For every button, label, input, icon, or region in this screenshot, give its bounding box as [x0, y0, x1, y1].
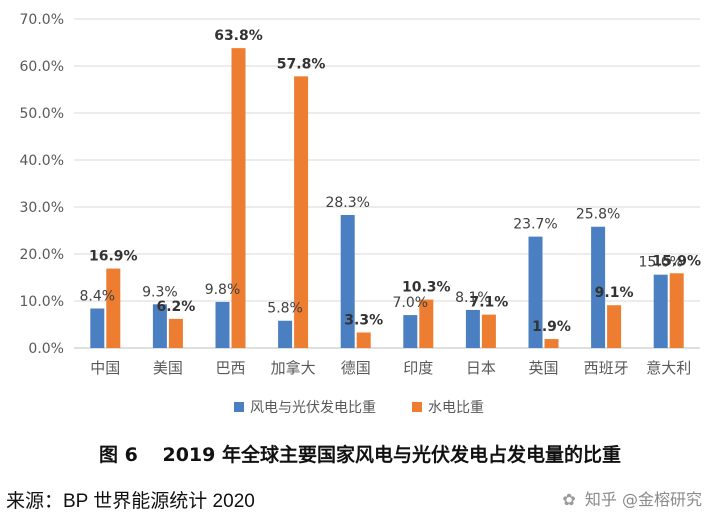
legend: 风电与光伏发电比重 水电比重: [234, 400, 484, 416]
x-tick-label: 印度: [403, 359, 433, 377]
data-label: 57.8%: [277, 56, 326, 72]
bar: [294, 76, 309, 348]
watermark: ✿ 知乎 @金榕研究: [562, 486, 702, 510]
y-tick-label: 20.0%: [20, 247, 64, 263]
bar: [669, 273, 684, 348]
wechat-icon: ✿: [562, 490, 576, 509]
data-label: 63.8%: [214, 28, 263, 44]
x-tick-label: 德国: [341, 359, 371, 377]
data-label: 3.3%: [344, 312, 383, 328]
data-label: 23.7%: [513, 217, 557, 233]
bar-chart: 0.0%10.0%20.0%30.0%40.0%50.0%60.0%70.0% …: [20, 12, 701, 416]
bar: [591, 226, 606, 348]
figure-caption: 图 6 2019 年全球主要国家风电与光伏发电占发电量的比重: [0, 440, 720, 467]
data-label: 15.6%: [638, 255, 682, 271]
bar: [544, 339, 559, 348]
bar: [106, 268, 121, 348]
x-tick-label: 加拿大: [271, 359, 316, 377]
data-label: 9.3%: [142, 284, 178, 300]
data-label: 16.9%: [89, 249, 138, 265]
data-label: 5.8%: [267, 301, 303, 317]
legend-label: 风电与光伏发电比重: [250, 400, 376, 416]
bar: [90, 308, 105, 348]
data-label: 25.8%: [576, 207, 620, 223]
bar: [419, 299, 434, 348]
bar: [215, 301, 230, 348]
data-label: 7.0%: [393, 295, 429, 311]
bar: [528, 236, 543, 348]
data-label: 9.1%: [595, 285, 634, 301]
legend-label: 水电比重: [428, 400, 484, 416]
x-axis-tick-labels: 中国 美国 巴西 加拿大 德国 印度 日本 英国 西班牙 意大利: [90, 359, 691, 377]
figure-caption-label: 图 6: [99, 444, 138, 466]
bar: [403, 315, 418, 348]
bar: [231, 48, 246, 348]
gridlines: [74, 18, 700, 349]
bar: [465, 309, 480, 348]
x-tick-label: 意大利: [646, 359, 691, 377]
x-tick-label: 中国: [90, 359, 120, 377]
figure-caption-text: 2019 年全球主要国家风电与光伏发电占发电量的比重: [162, 444, 621, 466]
bar: [168, 318, 183, 348]
y-tick-label: 50.0%: [20, 106, 64, 122]
y-tick-label: 0.0%: [28, 341, 64, 357]
bar: [152, 304, 167, 348]
watermark-text: 知乎 @金榕研究: [584, 490, 702, 509]
data-label: 10.3%: [402, 280, 451, 296]
y-tick-label: 40.0%: [20, 153, 64, 169]
x-tick-label: 英国: [528, 359, 558, 377]
legend-swatch: [412, 402, 422, 412]
data-label: 7.1%: [469, 295, 508, 311]
data-label: 9.8%: [205, 282, 241, 298]
bar: [356, 332, 371, 348]
y-tick-label: 30.0%: [20, 200, 64, 216]
x-tick-label: 西班牙: [584, 359, 629, 377]
bar: [607, 305, 622, 348]
y-tick-label: 60.0%: [20, 59, 64, 75]
bar: [278, 320, 293, 348]
bars: [90, 48, 684, 348]
data-label: 28.3%: [325, 195, 369, 211]
bar: [340, 214, 355, 348]
legend-swatch: [234, 402, 244, 412]
data-label: 8.4%: [80, 289, 116, 305]
data-label: 8.1%: [455, 290, 491, 306]
bar: [653, 274, 668, 348]
y-tick-label: 10.0%: [20, 294, 64, 310]
x-tick-label: 美国: [153, 359, 183, 377]
x-tick-label: 巴西: [215, 359, 245, 377]
source-note: 来源：BP 世界能源统计 2020: [6, 491, 255, 512]
y-tick-label: 70.0%: [20, 12, 64, 28]
y-axis-tick-labels: 0.0% 10.0% 20.0% 30.0% 40.0% 50.0% 60.0% 70.0%: [20, 12, 64, 357]
data-labels: 8.4% 16.9% 9.3%6.2% 9.8% 63.8% 5.8% 57.8% 28.3%…: [80, 28, 701, 335]
x-tick-label: 日本: [466, 359, 496, 377]
bar: [481, 314, 496, 348]
data-label: 1.9%: [532, 319, 571, 335]
data-label: 6.2%: [156, 299, 195, 315]
data-label: 15.9%: [652, 253, 701, 269]
